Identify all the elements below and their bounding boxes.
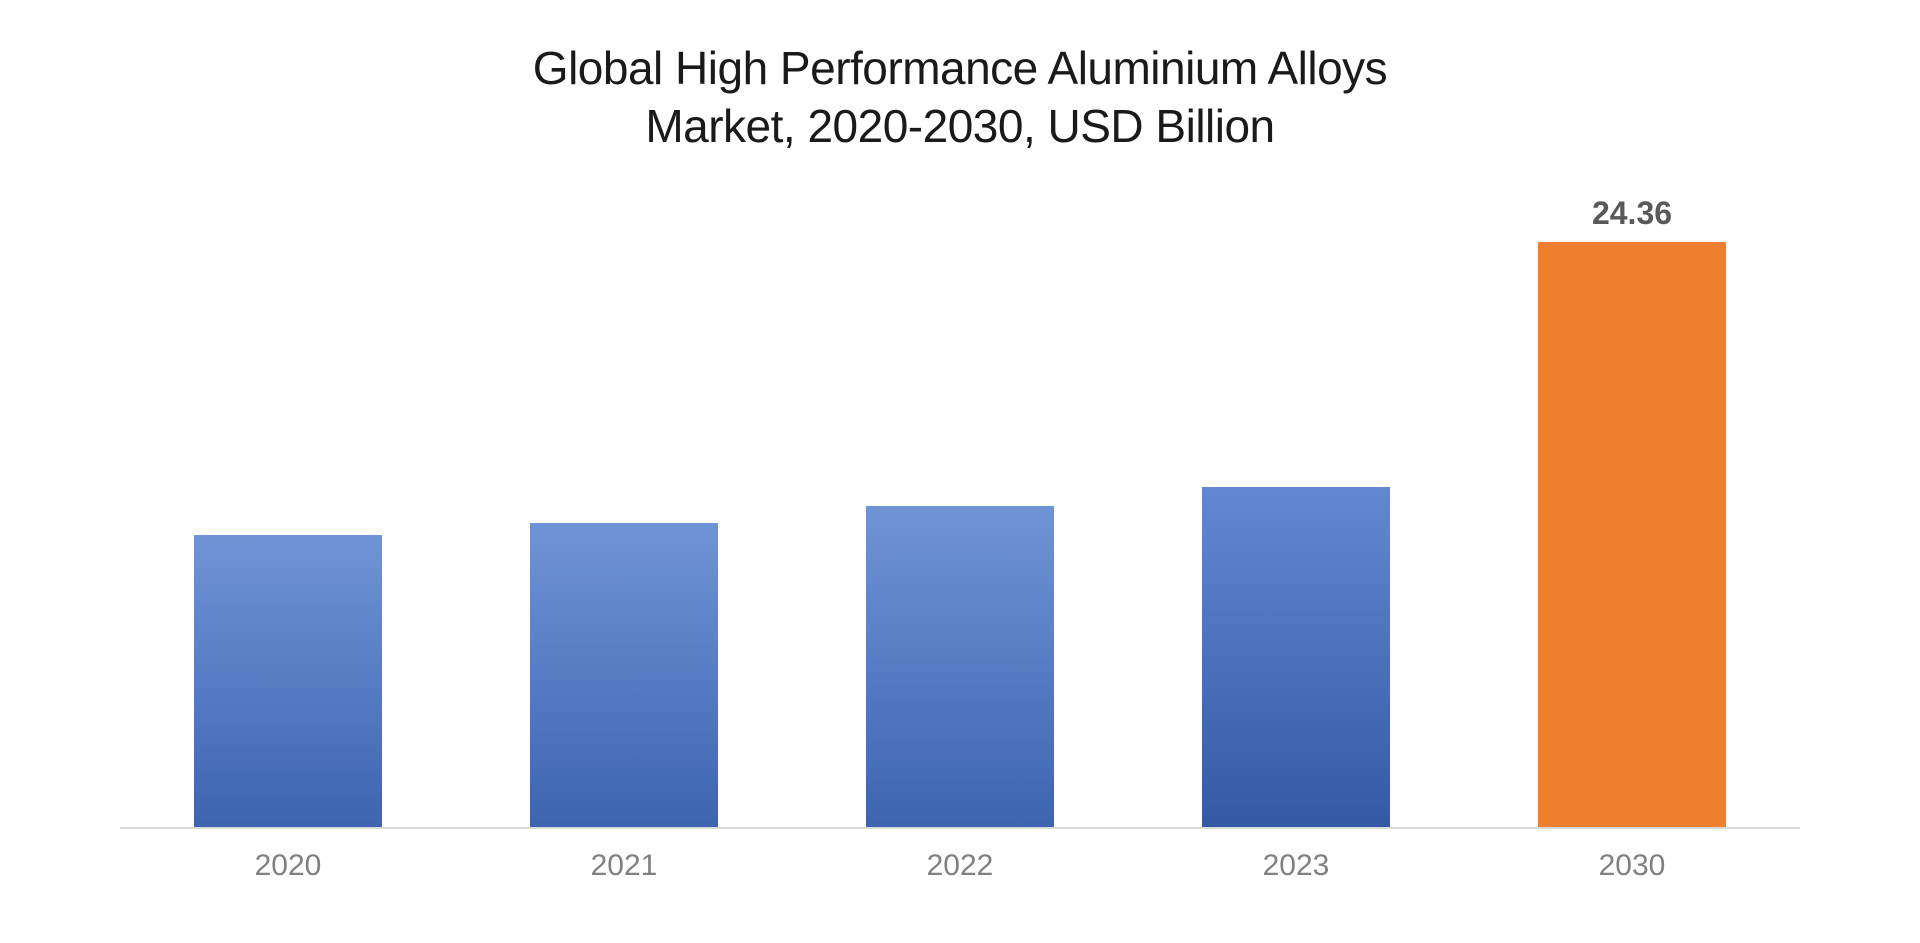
x-axis-label: 2021: [473, 849, 775, 883]
chart-title-line2: Market, 2020-2030, USD Billion: [645, 100, 1274, 152]
bar: [530, 523, 717, 827]
bar: [194, 535, 381, 827]
bar-value-label: 24.36: [1592, 195, 1672, 232]
x-axis-label: 2030: [1481, 849, 1783, 883]
chart-title: Global High Performance Aluminium Alloys…: [533, 40, 1387, 155]
x-axis-label: 2020: [137, 849, 439, 883]
x-axis-label: 2023: [1145, 849, 1447, 883]
bar: [1538, 242, 1725, 827]
bar-group: [809, 195, 1111, 827]
bar: [866, 506, 1053, 827]
bar-chart: Global High Performance Aluminium Alloys…: [0, 0, 1920, 943]
x-axis-label: 2022: [809, 849, 1111, 883]
plot-area: 24.36: [120, 195, 1800, 829]
chart-title-line1: Global High Performance Aluminium Alloys: [533, 42, 1387, 94]
bar-group: [473, 195, 775, 827]
bar-group: [137, 195, 439, 827]
x-axis-labels: 2020 2021 2022 2023 2030: [120, 849, 1800, 883]
bar-group: 24.36: [1481, 195, 1783, 827]
bar-group: [1145, 195, 1447, 827]
bar: [1202, 487, 1389, 827]
